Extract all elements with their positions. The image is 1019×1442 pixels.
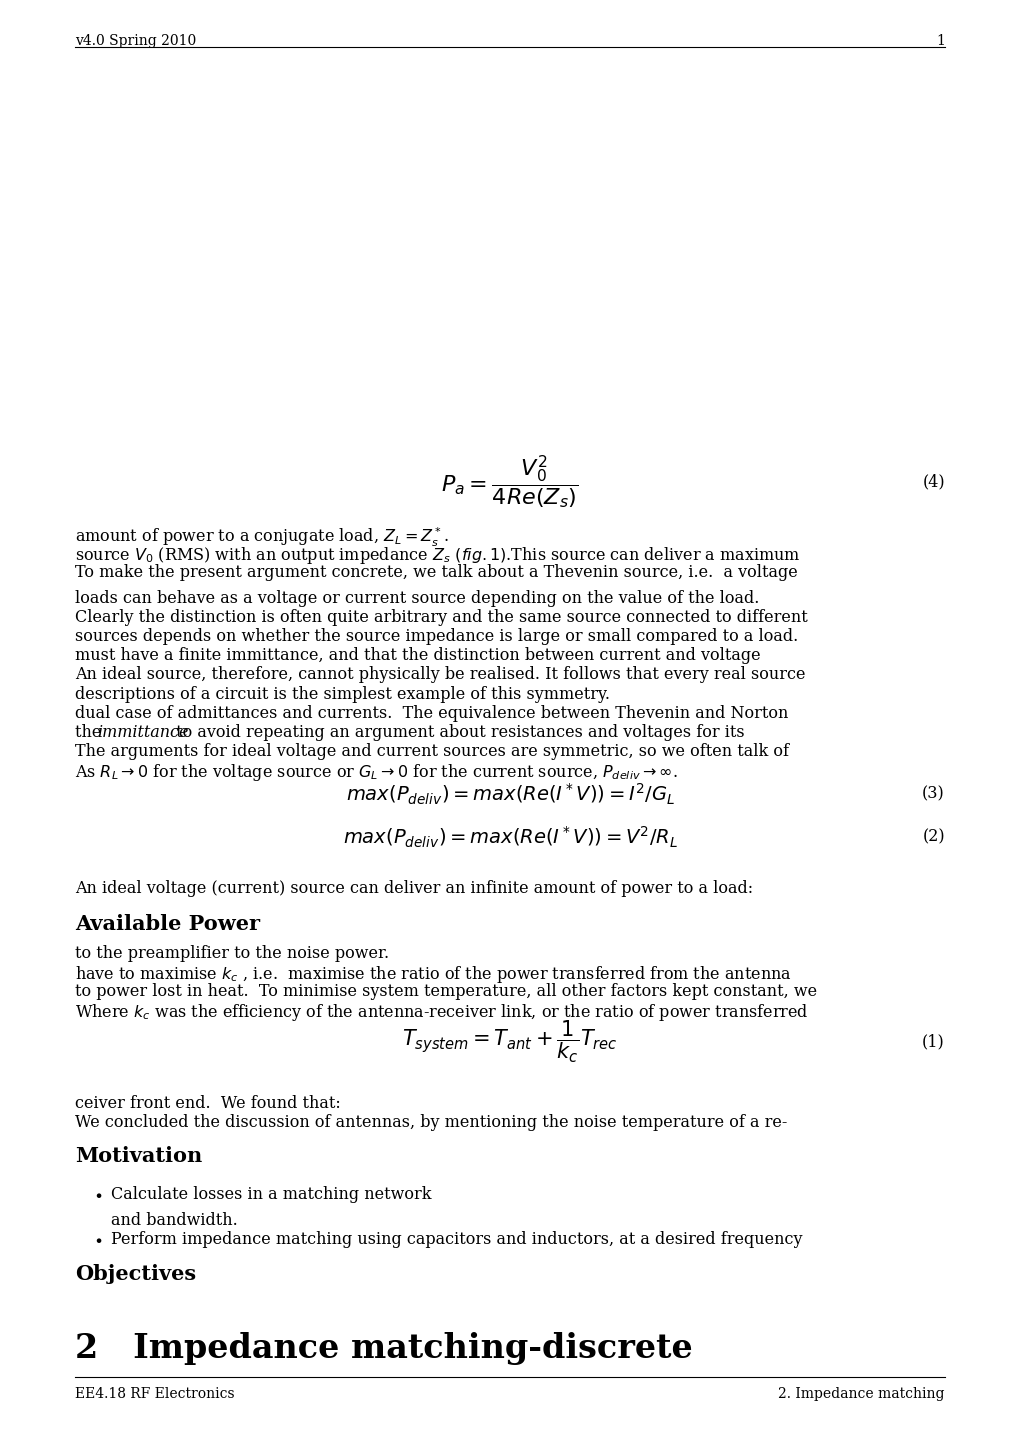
Text: v4.0 Spring 2010: v4.0 Spring 2010 [75, 35, 196, 48]
Text: To make the present argument concrete, we talk about a Thevenin source, i.e.  a : To make the present argument concrete, w… [75, 564, 797, 581]
Text: As $R_L \rightarrow 0$ for the voltage source or $G_L \rightarrow 0$ for the cur: As $R_L \rightarrow 0$ for the voltage s… [75, 761, 678, 783]
Text: Available Power: Available Power [75, 914, 260, 934]
Text: Motivation: Motivation [75, 1146, 202, 1167]
Text: 2   Impedance matching-discrete: 2 Impedance matching-discrete [75, 1332, 692, 1366]
Text: Clearly the distinction is often quite arbitrary and the same source connected t: Clearly the distinction is often quite a… [75, 609, 807, 626]
Text: Perform impedance matching using capacitors and inductors, at a desired frequenc: Perform impedance matching using capacit… [111, 1231, 802, 1247]
Text: to avoid repeating an argument about resistances and voltages for its: to avoid repeating an argument about res… [171, 724, 744, 741]
Text: $T_{system} = T_{ant} + \dfrac{1}{k_c}T_{rec}$: $T_{system} = T_{ant} + \dfrac{1}{k_c}T_… [401, 1019, 618, 1066]
Text: Objectives: Objectives [75, 1265, 196, 1283]
Text: Where $k_c$ was the efficiency of the antenna-receiver link, or the ratio of pow: Where $k_c$ was the efficiency of the an… [75, 1002, 808, 1022]
Text: dual case of admittances and currents.  The equivalence between Thevenin and Nor: dual case of admittances and currents. T… [75, 705, 788, 722]
Text: immittance: immittance [97, 724, 189, 741]
Text: The arguments for ideal voltage and current sources are symmetric, so we often t: The arguments for ideal voltage and curr… [75, 743, 789, 760]
Text: $max(P_{deliv}) = max(Re(I^*V)) = I^2/G_L$: $max(P_{deliv}) = max(Re(I^*V)) = I^2/G_… [345, 782, 674, 806]
Text: $\bullet$: $\bullet$ [93, 1231, 102, 1247]
Text: the: the [75, 724, 106, 741]
Text: $max(P_{deliv}) = max(Re(I^*V)) = V^2/R_L$: $max(P_{deliv}) = max(Re(I^*V)) = V^2/R_… [342, 825, 677, 849]
Text: An ideal source, therefore, cannot physically be realised. It follows that every: An ideal source, therefore, cannot physi… [75, 666, 805, 684]
Text: $\bullet$: $\bullet$ [93, 1185, 102, 1203]
Text: (4): (4) [921, 473, 944, 490]
Text: An ideal voltage (current) source can deliver an infinite amount of power to a l: An ideal voltage (current) source can de… [75, 880, 752, 897]
Text: EE4.18 RF Electronics: EE4.18 RF Electronics [75, 1387, 234, 1402]
Text: We concluded the discussion of antennas, by mentioning the noise temperature of : We concluded the discussion of antennas,… [75, 1115, 787, 1131]
Text: have to maximise $k_c$ , i.e.  maximise the ratio of the power transferred from : have to maximise $k_c$ , i.e. maximise t… [75, 965, 791, 985]
Text: amount of power to a conjugate load, $Z_L = Z_s^*$.: amount of power to a conjugate load, $Z_… [75, 526, 448, 549]
Text: descriptions of a circuit is the simplest example of this symmetry.: descriptions of a circuit is the simples… [75, 686, 609, 704]
Text: 2. Impedance matching: 2. Impedance matching [777, 1387, 944, 1402]
Text: to the preamplifier to the noise power.: to the preamplifier to the noise power. [75, 945, 388, 962]
Text: loads can behave as a voltage or current source depending on the value of the lo: loads can behave as a voltage or current… [75, 590, 758, 607]
Text: sources depends on whether the source impedance is large or small compared to a : sources depends on whether the source im… [75, 629, 798, 645]
Text: must have a finite immittance, and that the distinction between current and volt: must have a finite immittance, and that … [75, 647, 760, 663]
Text: 1: 1 [935, 35, 944, 48]
Text: Calculate losses in a matching network: Calculate losses in a matching network [111, 1185, 431, 1203]
Text: (1): (1) [921, 1034, 944, 1051]
Text: to power lost in heat.  To minimise system temperature, all other factors kept c: to power lost in heat. To minimise syste… [75, 983, 816, 999]
Text: and bandwidth.: and bandwidth. [111, 1211, 237, 1229]
Text: $P_a = \dfrac{V_0^2}{4Re(Z_s)}$: $P_a = \dfrac{V_0^2}{4Re(Z_s)}$ [441, 453, 578, 510]
Text: ceiver front end.  We found that:: ceiver front end. We found that: [75, 1094, 340, 1112]
Text: (3): (3) [921, 786, 944, 803]
Text: source $V_0$ (RMS) with an output impedance $Z_s$ $(fig.1)$.This source can deli: source $V_0$ (RMS) with an output impeda… [75, 545, 800, 567]
Text: (2): (2) [921, 829, 944, 845]
